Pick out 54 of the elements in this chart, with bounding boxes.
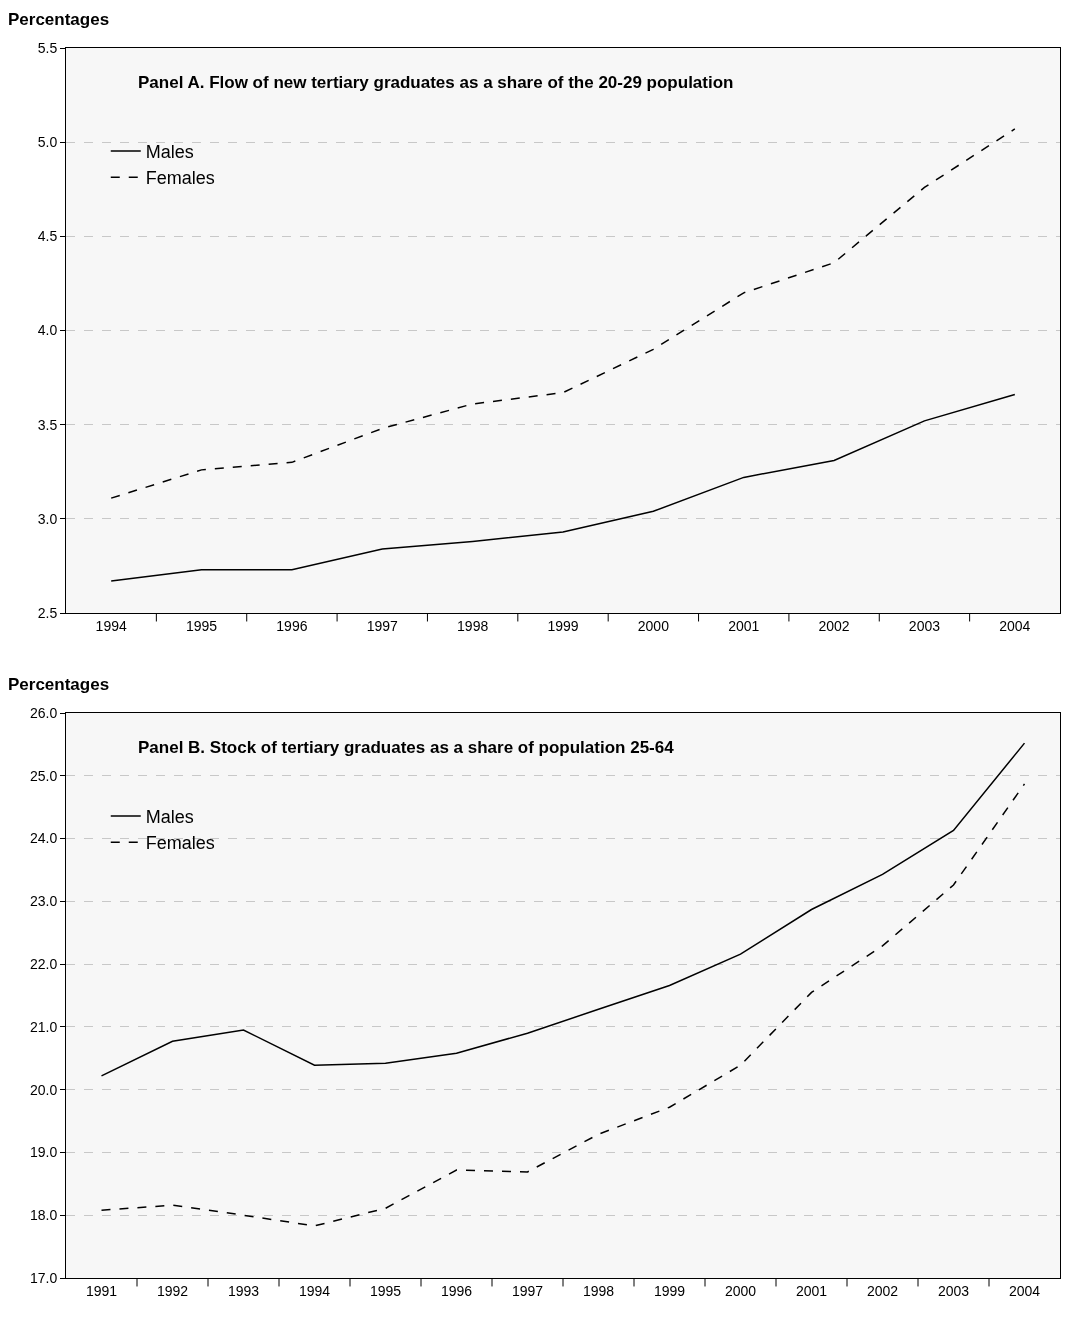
y-tick-label: 21.0 <box>29 1018 58 1035</box>
x-tick-label: 1994 <box>95 617 127 634</box>
x-tick-label: 1995 <box>185 617 218 634</box>
legend-label: Males <box>145 806 194 827</box>
x-tick-label: 1999 <box>547 617 579 634</box>
y-tick-label: 3.5 <box>37 416 58 433</box>
y-tick-label: 5.5 <box>37 39 58 56</box>
text: Panel A. Flow of new tertiary graduates as a share of the 20-29 population <box>138 73 734 92</box>
x-tick-label: 2003 <box>908 617 941 634</box>
y-tick-label: 23.0 <box>29 893 58 910</box>
x-tick-label: 2002 <box>818 617 850 634</box>
x-tick-label: 1997 <box>511 1282 544 1299</box>
x-tick-label: 2004 <box>999 617 1031 634</box>
y-axis-title: Percentages <box>8 675 110 694</box>
y-tick-label: 22.0 <box>29 956 58 973</box>
x-tick-label: 1993 <box>227 1282 260 1299</box>
y-tick-label: 17.0 <box>29 1269 58 1286</box>
x-tick-label: 1992 <box>156 1282 189 1299</box>
x-tick-label: 2000 <box>724 1282 757 1299</box>
y-tick-label: 18.0 <box>29 1207 58 1224</box>
x-tick-label: 1991 <box>85 1282 118 1299</box>
x-tick-label: 1998 <box>582 1282 615 1299</box>
x-tick-label: 1996 <box>440 1282 473 1299</box>
x-tick-label: 1997 <box>366 617 399 634</box>
y-tick-label: 25.0 <box>29 767 58 784</box>
x-tick-label: 2004 <box>1008 1282 1041 1299</box>
y-tick-label: 24.0 <box>29 830 58 847</box>
line-series <box>110 128 1016 499</box>
x-tick-label: 2002 <box>866 1282 899 1299</box>
y-tick-label: 4.5 <box>37 228 58 245</box>
y-axis-title: Percentages <box>8 10 110 29</box>
line-series <box>100 783 1026 1227</box>
y-tick-label: 3.0 <box>37 510 58 527</box>
line-series <box>110 393 1016 582</box>
text: Panel B. Stock of tertiary graduates as a share of population 25-64 <box>138 738 675 757</box>
x-tick-label: 2001 <box>728 617 760 634</box>
x-tick-label: 1996 <box>276 617 308 634</box>
y-tick-label: 20.0 <box>29 1081 58 1098</box>
y-tick-label: 19.0 <box>29 1144 58 1161</box>
legend-label: Males <box>145 141 194 162</box>
x-tick-label: 1998 <box>457 617 489 634</box>
x-tick-label: 1994 <box>298 1282 331 1299</box>
x-tick-label: 2000 <box>637 617 670 634</box>
x-tick-label: 2001 <box>795 1282 828 1299</box>
legend-label: Females <box>145 833 215 854</box>
y-tick-label: 2.5 <box>37 604 58 621</box>
y-tick-label: 4.0 <box>37 322 58 339</box>
y-tick-label: 5.0 <box>37 134 58 151</box>
legend-label: Females <box>145 168 215 189</box>
x-tick-label: 2003 <box>937 1282 970 1299</box>
x-tick-label: 1999 <box>653 1282 686 1299</box>
y-tick-label: 26.0 <box>29 704 58 721</box>
x-tick-label: 1995 <box>369 1282 402 1299</box>
line-series <box>100 742 1026 1077</box>
